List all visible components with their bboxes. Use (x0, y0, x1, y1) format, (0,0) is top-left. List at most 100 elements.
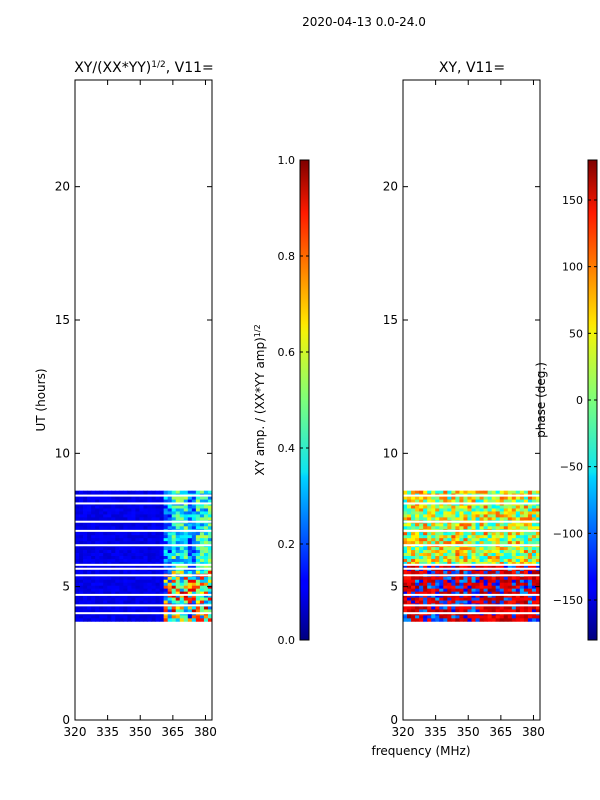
heatmap-cell (431, 579, 436, 584)
heatmap-cell (191, 588, 197, 593)
heatmap-cell (175, 582, 181, 587)
heatmap-cell (191, 514, 197, 518)
heatmap-cell (103, 556, 108, 560)
heatmap-cell (147, 597, 152, 601)
heatmap-cell (187, 570, 193, 575)
heatmap-cell (187, 499, 193, 503)
heatmap-cell (463, 558, 468, 563)
heatmap-cell (463, 564, 468, 569)
flagged-row (403, 502, 540, 505)
heatmap-cell (75, 561, 80, 566)
heatmap-cell (115, 597, 120, 601)
heatmap-cell (139, 594, 144, 598)
heatmap-cell (463, 618, 468, 622)
heatmap-cell (199, 490, 205, 495)
heatmap-cell (87, 514, 92, 518)
heatmap-cell (491, 570, 497, 575)
heatmap-cell (99, 570, 104, 575)
heatmap-cell (423, 511, 428, 515)
heatmap-cell (91, 588, 96, 593)
heatmap-cell (463, 597, 468, 601)
heatmap-cell (139, 591, 144, 596)
heatmap-cell (139, 550, 144, 554)
heatmap-cell (183, 538, 189, 542)
heatmap-cell (195, 514, 201, 518)
heatmap-cell (119, 550, 124, 554)
heatmap-cell (499, 606, 505, 610)
panel1-heatmap (75, 490, 213, 622)
heatmap-cell (415, 594, 420, 598)
heatmap-cell (79, 597, 84, 601)
heatmap-cell (119, 496, 124, 500)
heatmap-cell (451, 597, 456, 601)
heatmap-cell (523, 550, 529, 554)
heatmap-cell (127, 591, 132, 596)
heatmap-cell (415, 538, 420, 542)
heatmap-cell (87, 541, 92, 545)
heatmap-cell (179, 615, 185, 619)
heatmap-cell (443, 508, 448, 512)
heatmap-cell (199, 558, 205, 563)
heatmap-cell (119, 609, 124, 613)
heatmap-cell (143, 496, 148, 500)
heatmap-cell (179, 600, 185, 604)
heatmap-cell (147, 576, 152, 581)
heatmap-cell (439, 597, 444, 601)
heatmap-cell (519, 541, 525, 545)
heatmap-cell (499, 576, 505, 581)
heatmap-cell (475, 618, 480, 622)
heatmap-cell (419, 508, 424, 512)
heatmap-cell (427, 585, 432, 590)
heatmap-cell (511, 618, 517, 622)
heatmap-cell (103, 553, 108, 557)
heatmap-cell (515, 532, 521, 536)
heatmap-cell (511, 553, 517, 557)
heatmap-cell (475, 508, 480, 512)
heatmap-cell (475, 523, 480, 527)
heatmap-cell (415, 541, 420, 545)
heatmap-cell (415, 490, 420, 495)
heatmap-cell (407, 490, 412, 495)
heatmap-cell (459, 553, 464, 557)
heatmap-cell (203, 526, 209, 530)
heatmap-cell (155, 576, 161, 581)
heatmap-cell (163, 618, 169, 622)
heatmap-cell (507, 490, 513, 495)
heatmap-cell (435, 591, 440, 596)
heatmap-cell (491, 514, 497, 518)
heatmap-cell (147, 511, 152, 515)
heatmap-cell (171, 511, 177, 515)
heatmap-cell (207, 508, 213, 512)
heatmap-cell (443, 600, 448, 604)
heatmap-cell (107, 600, 112, 604)
heatmap-cell (183, 582, 189, 587)
heatmap-cell (503, 550, 509, 554)
heatmap-cell (75, 535, 80, 539)
heatmap-cell (479, 606, 484, 610)
heatmap-cell (167, 597, 173, 601)
heatmap-cell (115, 606, 120, 610)
heatmap-cell (435, 538, 440, 542)
heatmap-cell (99, 579, 104, 584)
heatmap-cell (491, 588, 497, 593)
heatmap-cell (495, 591, 501, 596)
heatmap-cell (107, 496, 112, 500)
heatmap-cell (455, 582, 460, 587)
heatmap-cell (471, 618, 476, 622)
heatmap-cell (179, 526, 185, 530)
heatmap-cell (423, 585, 428, 590)
heatmap-cell (83, 499, 88, 503)
heatmap-cell (527, 591, 533, 596)
heatmap-cell (167, 505, 173, 509)
heatmap-cell (483, 609, 489, 613)
heatmap-cell (135, 505, 140, 509)
heatmap-cell (167, 511, 173, 515)
x-tick-label: 380 (194, 725, 217, 739)
heatmap-cell (499, 615, 505, 619)
heatmap-cell (131, 618, 136, 622)
heatmap-cell (147, 547, 152, 551)
heatmap-cell (147, 588, 152, 593)
heatmap-cell (535, 564, 541, 569)
heatmap-cell (79, 526, 84, 530)
heatmap-cell (143, 526, 148, 530)
